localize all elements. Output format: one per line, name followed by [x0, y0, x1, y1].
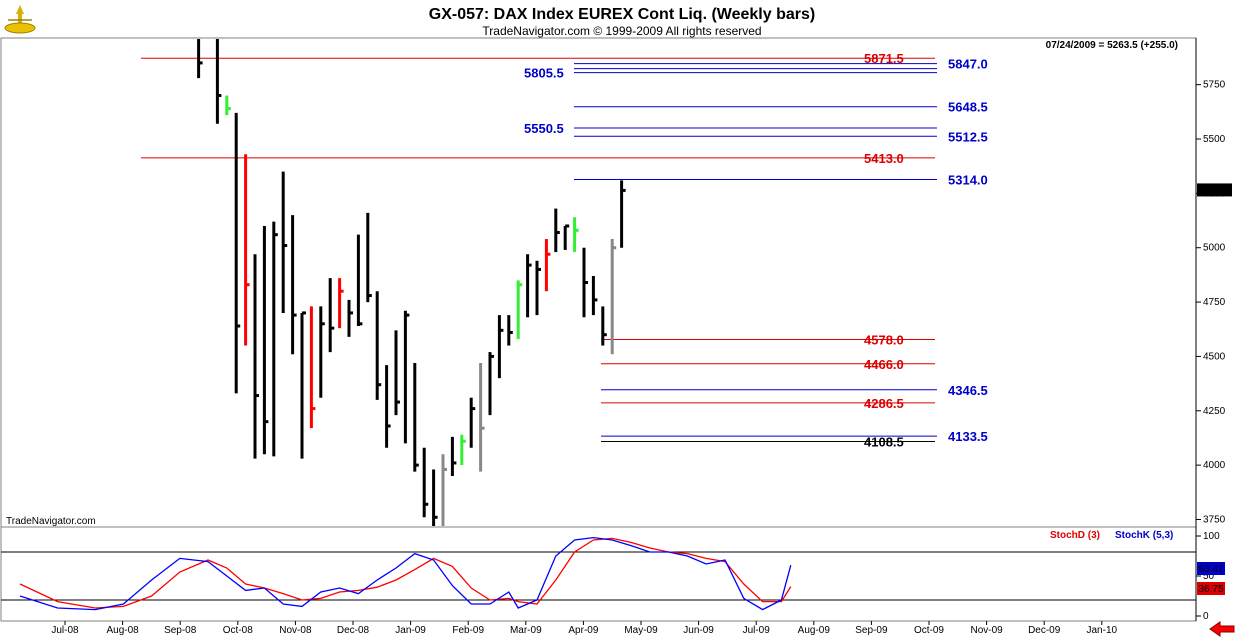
price-tick-label: 3750: [1203, 514, 1226, 525]
level-label: 5648.5: [948, 100, 988, 115]
stoch-k-value: 63.47: [1198, 564, 1223, 575]
x-tick-label: May-09: [624, 625, 658, 636]
legend-stoch-k: StochK (5,3): [1115, 530, 1173, 541]
x-tick-label: Mar-09: [510, 625, 542, 636]
stochastic-layer: 0 50 100: [1, 531, 1220, 622]
x-tick-label: Nov-09: [970, 625, 1003, 636]
level-label: 5512.5: [948, 129, 988, 144]
scroll-left-arrow-icon[interactable]: [1205, 621, 1245, 640]
level-label: 4578.0: [864, 332, 904, 347]
level-label: 4466.0: [864, 357, 904, 372]
level-label: 5413.0: [864, 151, 904, 166]
price-axis: 375040004250450047505000525055005750: [1196, 80, 1226, 525]
level-label: 5550.5: [524, 121, 564, 136]
price-panel-frame: [0, 37, 1197, 528]
x-tick-label: Jul-08: [51, 625, 79, 636]
price-tick-label: 4000: [1203, 460, 1226, 471]
stoch-k-line: [19, 536, 792, 611]
last-price-box-group: 5263.5: [1197, 183, 1232, 197]
x-axis: Jul-08 Aug-08 Sep-08 Oct-08 Nov-08 Dec-08 Jan-…: [51, 621, 1118, 636]
price-tick-label: 5000: [1203, 243, 1226, 254]
stoch-tick-label: 0: [1203, 611, 1209, 622]
level-label: 5871.5: [864, 51, 904, 66]
chart-subtitle: TradeNavigator.com © 1999-2009 All right…: [482, 24, 761, 38]
stoch-tick-label: 50: [1203, 571, 1215, 582]
x-tick-label: Jul-09: [743, 625, 771, 636]
x-tick-label: Jan-09: [395, 625, 426, 636]
price-tick-label: 5750: [1203, 80, 1226, 91]
x-tick-label: Sep-08: [164, 625, 197, 636]
x-tick-label: Dec-09: [1028, 625, 1061, 636]
level-label: 5314.0: [948, 172, 988, 187]
x-tick-label: Apr-09: [568, 625, 598, 636]
x-tick-label: Jan-10: [1087, 625, 1118, 636]
x-tick-label: Oct-08: [223, 625, 253, 636]
x-tick-label: Feb-09: [452, 625, 484, 636]
level-label: 5847.0: [948, 57, 988, 72]
stoch-d-value-box-group: 36.75: [1197, 582, 1225, 595]
stoch-tick-label: 100: [1203, 531, 1220, 542]
watermark: TradeNavigator.com: [6, 516, 96, 527]
x-tick-label: Jun-09: [683, 625, 714, 636]
stoch-d-value: 36.75: [1198, 584, 1223, 595]
x-tick-label: Oct-09: [914, 625, 944, 636]
trade-navigator-logo: [3, 2, 37, 36]
level-label: 4133.5: [948, 429, 988, 444]
price-tick-label: 5500: [1203, 134, 1226, 145]
chart-title: GX-057: DAX Index EUREX Cont Liq. (Weekl…: [429, 6, 815, 23]
stoch-d-line: [19, 537, 792, 609]
price-tick-label: 4500: [1203, 351, 1226, 362]
stoch-d-value-box: [1197, 582, 1225, 595]
level-label: 5805.5: [524, 66, 564, 81]
last-price-box: [1197, 183, 1232, 197]
stochastic-panel-frame: [0, 526, 1197, 622]
price-tick-label: 4250: [1203, 406, 1226, 417]
x-tick-label: Sep-09: [855, 625, 888, 636]
last-quote-readout: 07/24/2009 = 5263.5 (+255.0): [1046, 40, 1178, 51]
levels-layer: 5871.5 5847.0 5805.5 5648.5 5550.5 5512.5 5413…: [141, 51, 988, 450]
level-label: 4286.5: [864, 396, 904, 411]
stoch-k-value-box: [1197, 562, 1225, 575]
price-tick-label: 4750: [1203, 297, 1226, 308]
bars-layer: [197, 39, 626, 526]
x-tick-label: Aug-09: [798, 625, 831, 636]
level-label: 4108.5: [864, 435, 904, 450]
last-price-label: 5263.5: [1199, 185, 1230, 196]
stoch-k-value-box-group: 63.47: [1197, 562, 1225, 575]
level-label: 4346.5: [948, 383, 988, 398]
legend-stoch-d: StochD (3): [1050, 530, 1100, 541]
x-tick-label: Aug-08: [106, 625, 139, 636]
x-tick-label: Dec-08: [337, 625, 370, 636]
x-tick-label: Nov-08: [279, 625, 312, 636]
